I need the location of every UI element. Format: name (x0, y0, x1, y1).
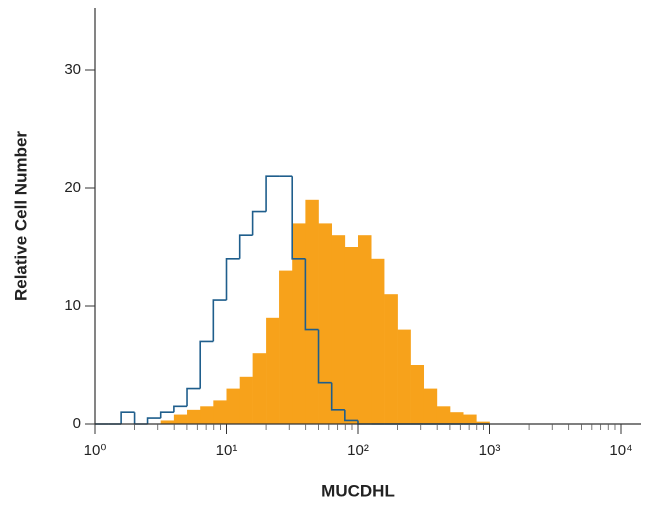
histogram-step (317, 329, 332, 384)
histogram-bar (463, 414, 477, 424)
histogram-bar (279, 270, 293, 424)
histogram-bar (239, 376, 253, 424)
histogram-step (146, 417, 161, 424)
histogram-step (120, 411, 135, 424)
histogram-bar (476, 421, 490, 424)
histogram-step (225, 258, 240, 301)
histogram-step (159, 411, 174, 419)
histogram-step (212, 299, 227, 342)
histogram-bar (318, 223, 333, 424)
y-tick-label: 20 (64, 179, 81, 196)
y-axis-title: Relative Cell Number (11, 131, 30, 301)
histogram-bar (252, 353, 267, 424)
histogram-bar (292, 223, 306, 424)
y-tick-label: 30 (64, 61, 81, 78)
histogram-bar (371, 258, 385, 424)
histogram-bar (436, 406, 451, 424)
x-axis-title: MUCDHL (321, 481, 395, 500)
histogram-step (133, 412, 148, 425)
histogram-bar (331, 235, 346, 424)
histogram-step (265, 175, 280, 212)
histogram-bar (200, 406, 214, 424)
histogram-bar (358, 235, 372, 424)
x-tick-label: 10¹ (216, 442, 238, 459)
x-tick-label: 10² (347, 442, 369, 459)
histogram-step (344, 409, 358, 422)
histogram-step (291, 176, 306, 260)
histogram-bar (187, 409, 201, 424)
histogram-step (173, 405, 188, 413)
histogram-bar (384, 294, 398, 424)
histogram-bar (410, 365, 425, 424)
histogram-step (199, 340, 214, 389)
histogram-bar (344, 247, 359, 424)
histogram-bar (397, 329, 411, 424)
histogram-step (330, 382, 345, 411)
y-tick-label: 0 (73, 415, 81, 432)
x-tick-label: 10⁰ (84, 442, 107, 459)
x-tick-label: 10⁴ (609, 442, 632, 459)
histogram-bar (226, 388, 240, 424)
histogram-bar (160, 420, 175, 424)
histogram-step (238, 234, 253, 259)
histogram-bar (423, 388, 438, 424)
histogram-step (251, 210, 267, 236)
histogram-step (186, 387, 201, 407)
histogram-bar (305, 199, 319, 424)
histogram-bar (213, 400, 227, 424)
x-tick-label: 10³ (479, 442, 501, 459)
histogram-bar (450, 412, 464, 424)
histogram-bar (173, 414, 188, 424)
histogram-bar (266, 317, 280, 424)
y-tick-label: 10 (64, 297, 81, 314)
histogram-step (304, 258, 319, 331)
